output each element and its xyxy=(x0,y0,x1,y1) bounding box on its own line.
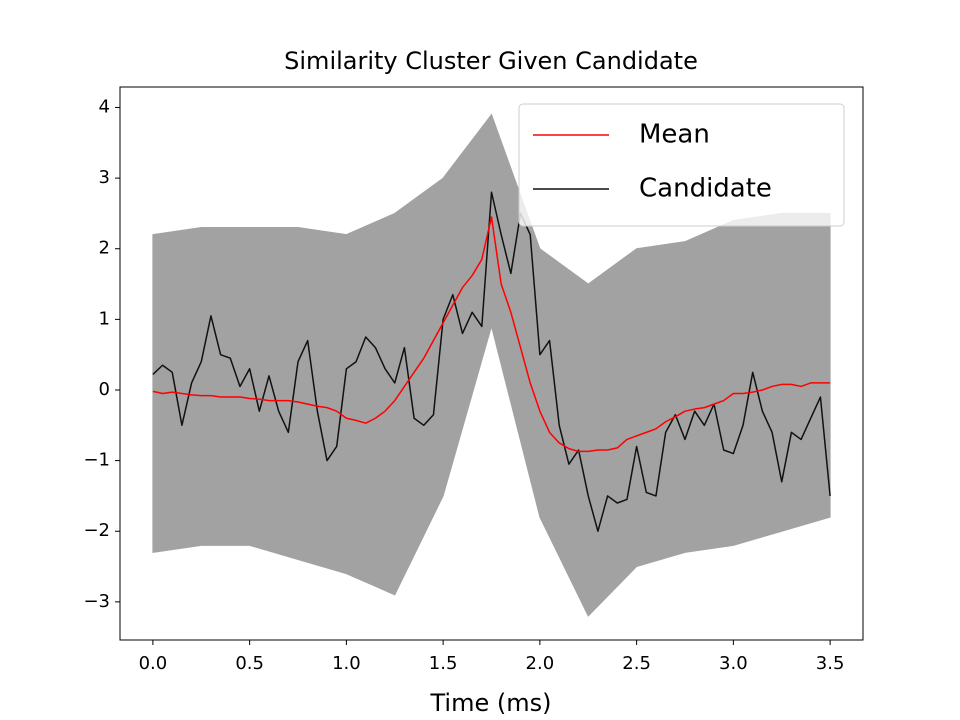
y-tick-label: −2 xyxy=(83,520,110,541)
y-tick-label: 0 xyxy=(99,379,110,400)
y-tick-label: 3 xyxy=(99,167,110,188)
x-tick-label: 3.5 xyxy=(816,653,845,674)
series-line xyxy=(152,216,831,453)
x-tick-label: 0.5 xyxy=(235,653,264,674)
legend-label: Candidate xyxy=(639,174,772,204)
x-axis-label: Time (ms) xyxy=(430,689,552,717)
series-line xyxy=(152,191,831,532)
x-tick-label: 1.0 xyxy=(332,653,361,674)
y-tick-label: −3 xyxy=(83,591,110,612)
chart-title: Similarity Cluster Given Candidate xyxy=(284,47,698,75)
y-tick-label: 2 xyxy=(99,238,110,259)
x-tick-label: 1.5 xyxy=(429,653,458,674)
x-tick-label: 2.5 xyxy=(622,653,651,674)
plot-frame xyxy=(119,86,864,641)
x-tick-label: 2.0 xyxy=(526,653,555,674)
x-tick-label: 0.0 xyxy=(139,653,168,674)
y-tick-label: 4 xyxy=(99,96,110,117)
x-tick-label: 3.0 xyxy=(719,653,748,674)
y-tick-label: 1 xyxy=(99,308,110,329)
legend-label: Mean xyxy=(639,120,710,150)
y-tick-label: −1 xyxy=(83,450,110,471)
cluster-band xyxy=(152,113,831,617)
